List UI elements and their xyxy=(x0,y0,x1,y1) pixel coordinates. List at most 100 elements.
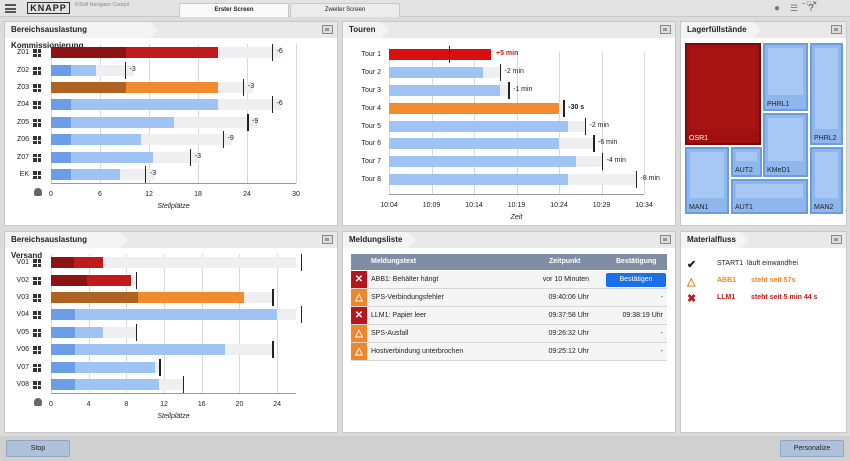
message-text: LLM1: Papier leer xyxy=(371,312,427,319)
confirm-button[interactable]: Bestätigen xyxy=(606,273,666,287)
help-icon[interactable]: ? xyxy=(808,3,815,14)
bar-dark-part xyxy=(51,257,75,269)
settings-icon[interactable]: ☰ xyxy=(790,3,799,13)
panel-menu-icon[interactable] xyxy=(831,235,842,244)
tab-zweiter-screen[interactable]: Zweiter Screen xyxy=(290,3,400,17)
grid-icon xyxy=(33,363,41,372)
tick-label: 0 xyxy=(49,401,53,409)
bar-dark-part xyxy=(51,64,72,76)
treemap-cell-phrl1[interactable]: PHRL1 xyxy=(763,43,808,111)
axis-line xyxy=(389,194,644,196)
category-label: V06 xyxy=(16,346,29,354)
check-icon: ✔ xyxy=(687,259,697,271)
deviation-label: -6 xyxy=(276,100,283,108)
treemap-inner xyxy=(815,152,838,198)
deadline-marker xyxy=(508,82,510,99)
tour-label: Tour 7 xyxy=(361,158,381,166)
message-text: Hostverbindung unterbrochen xyxy=(371,348,464,355)
user-icon[interactable]: ● xyxy=(774,3,781,14)
deviation-label: -8 min xyxy=(640,175,660,182)
menu-icon[interactable] xyxy=(5,4,16,13)
bar xyxy=(51,257,103,269)
tour-label: Tour 5 xyxy=(361,122,381,130)
warning-icon: △ xyxy=(351,325,367,342)
bar-dark-part xyxy=(51,47,127,59)
message-confirmation: - xyxy=(660,330,663,337)
bar-dark-part xyxy=(51,361,75,373)
treemap-label: OSR1 xyxy=(689,135,709,142)
category-label: V08 xyxy=(16,381,29,388)
bar-dark-part xyxy=(51,326,75,338)
bar xyxy=(51,134,141,146)
deadline-marker xyxy=(499,64,501,82)
tick-label: 30 xyxy=(292,191,300,199)
grid-icon xyxy=(33,101,41,110)
grid-line xyxy=(296,44,297,184)
deviation-label: -9 xyxy=(227,135,234,143)
table-row: ✕ LLM1: Papier leer 09:37:58 Uhr 09:38:19 U… xyxy=(351,307,667,325)
tick-label: 16 xyxy=(197,401,206,409)
tick-label: 10:09 xyxy=(422,202,441,210)
window-controls[interactable]: – □ ✕ xyxy=(802,1,818,7)
deadline-marker xyxy=(593,135,595,153)
bar xyxy=(51,169,121,180)
message-time: 09:40:06 Uhr xyxy=(548,294,589,301)
panel-menu-icon[interactable] xyxy=(660,235,671,244)
deadline-marker xyxy=(635,171,637,188)
treemap-cell-man2[interactable]: MAN2 xyxy=(810,147,843,214)
flow-status: steht seit 57s xyxy=(751,277,796,284)
tick-label: 0 xyxy=(49,191,53,199)
flow-status: steht seit 5 min 44 s xyxy=(751,294,818,301)
category-label: V02 xyxy=(16,276,29,284)
panel-materialfluss: Materialfluss ✔ START1 läuft einwandfrei △ A… xyxy=(680,231,847,433)
treemap-label: AUT1 xyxy=(735,204,753,211)
footer-bar xyxy=(0,436,850,461)
limit-marker xyxy=(272,341,274,359)
bar xyxy=(51,361,155,373)
panel-title: Meldungsliste xyxy=(343,232,416,248)
panel-menu-icon[interactable] xyxy=(322,235,333,244)
bar xyxy=(51,292,245,303)
personalize-button[interactable]: Personalize xyxy=(780,440,844,457)
limit-marker xyxy=(300,306,303,324)
category-label: Z04 xyxy=(16,101,29,109)
grid-icon xyxy=(33,136,41,145)
table-row: △ SPS-Verbindungsfehler 09:40:06 Uhr - xyxy=(351,289,667,307)
grid-line xyxy=(51,44,52,184)
treemap-inner xyxy=(815,48,838,129)
tour-label: Tour 1 xyxy=(361,51,381,59)
tour-label: Tour 6 xyxy=(361,140,381,148)
treemap-cell-aut2[interactable]: AUT2 xyxy=(731,147,762,177)
tick-label: 20 xyxy=(235,401,244,409)
treemap-label: PHRL1 xyxy=(767,101,790,108)
grid-icon xyxy=(33,311,41,320)
treemap-inner xyxy=(690,152,724,198)
warning-icon: △ xyxy=(351,289,367,306)
category-label: Z07 xyxy=(16,153,29,161)
treemap-cell-kmed1[interactable]: KMeD1 xyxy=(763,113,808,177)
treemap-cell-aut1[interactable]: AUT1 xyxy=(731,179,808,214)
treemap-cell-phrl2[interactable]: PHRL2 xyxy=(810,43,843,145)
treemap-label: MAN1 xyxy=(689,204,709,211)
flow-name: ABB1 xyxy=(717,277,737,284)
col-meldungstext: Meldungstext xyxy=(371,258,417,265)
tour-bar xyxy=(389,102,559,114)
bar-dark-part xyxy=(51,82,127,93)
tab-erster-screen[interactable]: Erster Screen xyxy=(179,3,289,17)
treemap-cell-man1[interactable]: MAN1 xyxy=(685,147,729,214)
limit-marker xyxy=(189,148,192,166)
limit-marker xyxy=(159,358,161,376)
treemap-cell-osr1[interactable]: OSR1 xyxy=(685,43,761,145)
panel-menu-icon[interactable] xyxy=(660,25,671,34)
limit-marker xyxy=(182,376,185,393)
grid-icon xyxy=(33,346,41,355)
panel-versand: Bereichsauslastung Versand 0 4 8 12 16 20 24 St… xyxy=(4,231,338,433)
tick-label: 10:34 xyxy=(635,202,653,210)
limit-marker xyxy=(271,96,273,114)
deviation-label: -1 min xyxy=(513,86,533,93)
grid-icon xyxy=(33,153,41,162)
panel-menu-icon[interactable] xyxy=(831,25,842,34)
materialfluss-list: ✔ START1 läuft einwandfrei △ ABB1 steht seit … xyxy=(685,258,845,318)
stop-button[interactable]: Stop xyxy=(6,440,70,457)
panel-menu-icon[interactable] xyxy=(322,25,333,34)
